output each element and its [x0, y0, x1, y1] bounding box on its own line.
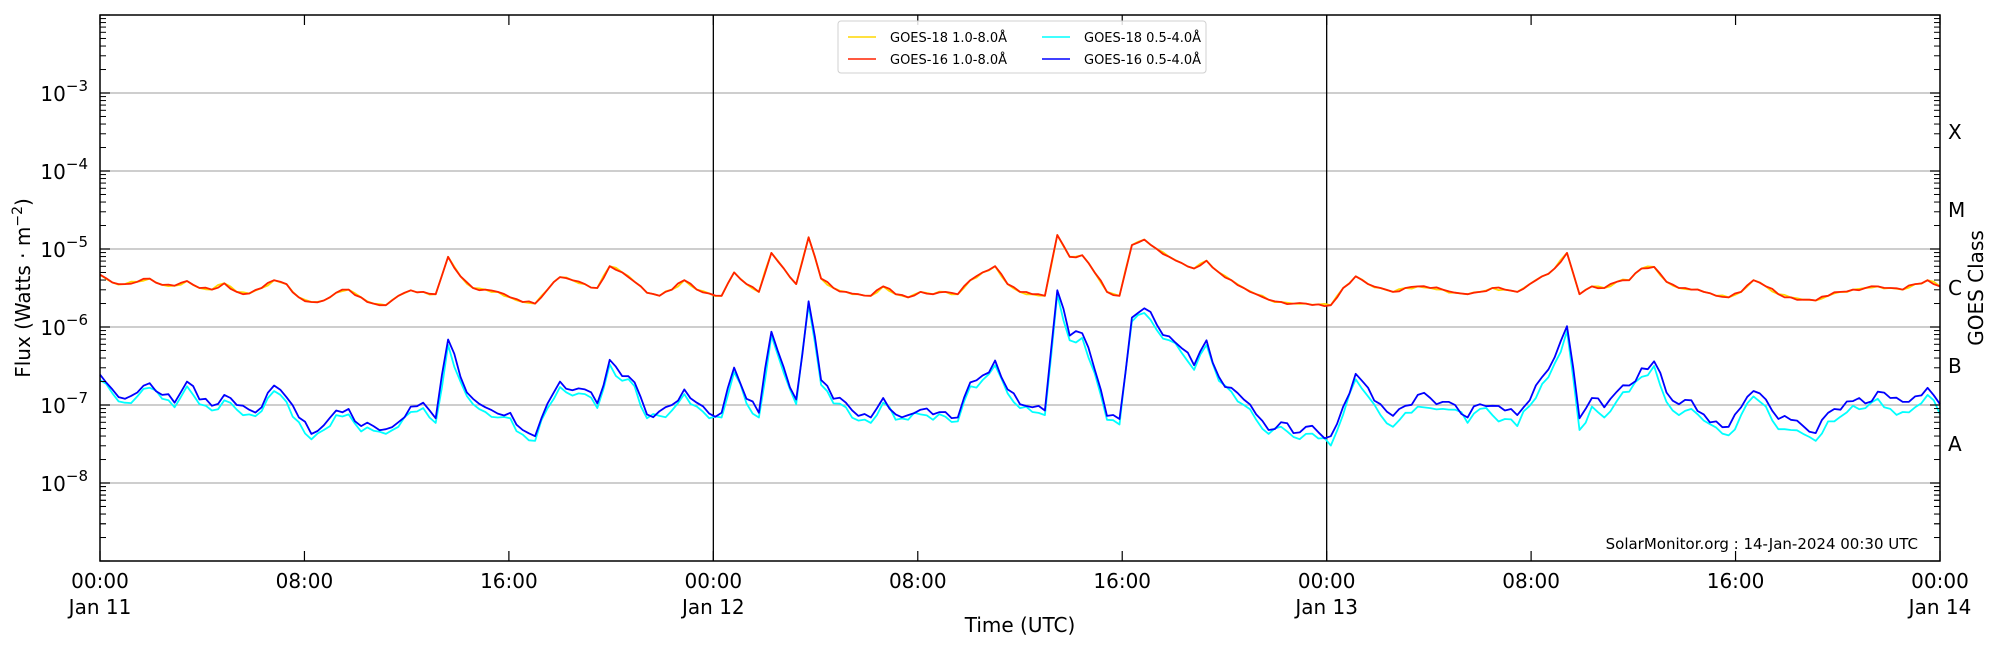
goes-class-m: M — [1948, 198, 1965, 222]
x-tick-date: Jan 14 — [1907, 595, 1972, 619]
y-tick-label: 10−7 — [40, 389, 88, 418]
series-goes-16-0-5-4-0- — [99, 289, 1941, 440]
y-axis-label: Flux (Watts · m−2) — [10, 198, 35, 378]
x-tick-date: Jan 12 — [680, 595, 745, 619]
goes-class-c: C — [1948, 276, 1962, 300]
x-tick-label: 16:00 — [1707, 569, 1765, 593]
x-tick-date: Jan 11 — [67, 595, 132, 619]
y-axis-label-exponent: −2 — [10, 206, 26, 227]
x-axis-label: Time (UTC) — [964, 613, 1076, 637]
day-boundary-lines — [712, 15, 1328, 561]
x-tick-label: 08:00 — [889, 569, 947, 593]
source-annotation: SolarMonitor.org : 14-Jan-2024 00:30 UTC — [1606, 535, 1918, 553]
legend-entry: GOES-16 0.5-4.0Å — [1084, 52, 1201, 68]
goes-class-a: A — [1948, 432, 1962, 456]
y-axis-label-text: Flux (Watts · m — [11, 227, 35, 378]
legend-entry: GOES-16 1.0-8.0Å — [890, 52, 1007, 68]
x-tick-label: 08:00 — [276, 569, 334, 593]
right-axis-label: GOES Class — [1964, 230, 1988, 346]
y-axis-ticks: 10−8 10−7 10−6 10−5 10−4 10−3 — [40, 14, 1940, 562]
legend-box — [837, 20, 1207, 74]
y-tick-label: 10−8 — [40, 467, 88, 496]
y-tick-label: 10−6 — [40, 311, 88, 340]
series-goes-16-1-0-8-0- — [99, 234, 1941, 307]
y-axis-label-close: ) — [11, 198, 35, 206]
x-tick-label: 00:00 — [1911, 569, 1969, 593]
y-tick-label: 10−3 — [40, 77, 88, 106]
goes-class-labels: X M C B A — [1948, 120, 1965, 456]
y-tick-label: 10−4 — [40, 155, 88, 184]
x-tick-label: 08:00 — [1502, 569, 1560, 593]
legend-entry: GOES-18 0.5-4.0Å — [1084, 30, 1201, 46]
x-tick-label: 00:00 — [71, 569, 129, 593]
data-series — [99, 234, 1941, 447]
x-tick-date: Jan 13 — [1293, 595, 1358, 619]
x-tick-label: 00:00 — [685, 569, 743, 593]
legend-entry: GOES-18 1.0-8.0Å — [890, 30, 1007, 46]
y-tick-label: 10−5 — [40, 233, 88, 262]
x-tick-label: 00:00 — [1298, 569, 1356, 593]
x-tick-label: 16:00 — [1093, 569, 1151, 593]
goes-class-b: B — [1948, 354, 1962, 378]
x-tick-label: 16:00 — [480, 569, 538, 593]
goes-class-x: X — [1948, 120, 1962, 144]
plot-frame — [99, 14, 1941, 562]
legend: GOES-18 1.0-8.0Å GOES-16 1.0-8.0Å GOES-18 … — [837, 20, 1207, 74]
